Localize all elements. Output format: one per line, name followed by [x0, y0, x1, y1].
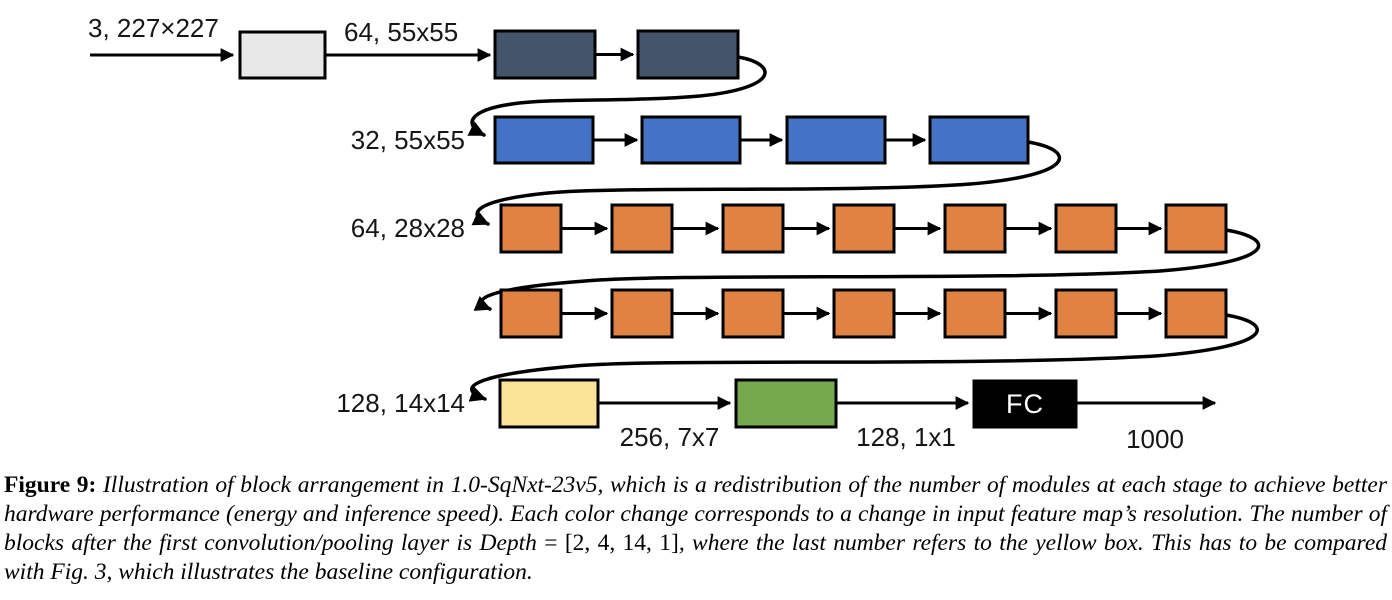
stage3-row1-block: [610, 203, 674, 254]
stage2-block: [640, 115, 742, 165]
figure-caption: Figure 9: Illustration of block arrangem…: [4, 471, 1387, 587]
stage1-block: [636, 29, 740, 80]
stage3-row2-block: [943, 288, 1007, 339]
input-size-label: 3, 227×227: [88, 13, 219, 43]
stage3-row2-block: [1164, 288, 1228, 339]
stage2-block: [928, 115, 1030, 165]
architecture-diagram: [90, 29, 1261, 429]
fc-block-label: FC: [1006, 388, 1044, 419]
stage4-yellow-block: [498, 378, 600, 429]
stage3-row2-block: [499, 288, 563, 339]
figure-number-label: Figure 9:: [4, 472, 97, 498]
output-size-label: 1000: [1126, 424, 1184, 454]
stage3-input-size-label: 64, 28x28: [350, 213, 465, 243]
stage3-row1-block: [1164, 203, 1228, 254]
stage3-row2-block: [1054, 288, 1118, 339]
stage3-row2-block: [610, 288, 674, 339]
stage2-block: [785, 115, 887, 165]
stage4-input-size-label: 128, 14x14: [336, 388, 465, 418]
stage2-input-size-label: 32, 55x55: [350, 125, 465, 155]
caption-text-before-math: Illustration of block arrangement in 1.0…: [4, 472, 1387, 556]
stage3-row1-block: [943, 203, 1007, 254]
stage3-row1-block: [499, 203, 563, 254]
after-yellow-size-label: 256, 7x7: [619, 422, 720, 452]
caption-math-value: = [2, 4, 14, 1]: [536, 530, 679, 556]
stage3-row2-block: [721, 288, 785, 339]
caption-math-variable: Depth: [479, 530, 537, 556]
after-conv1-size-label: 64, 55x55: [344, 17, 459, 47]
connector-stage3b-to-stage4: [468, 313, 1259, 402]
connector-stage1-to-stage2: [467, 55, 767, 137]
after-green-size-label: 128, 1x1: [856, 422, 956, 452]
fc-block: [972, 379, 1078, 429]
stage3-row1-block: [832, 203, 896, 254]
stage3-row1-block: [721, 203, 785, 254]
conv1-block: [238, 30, 327, 80]
stage5-green-block: [734, 378, 838, 429]
stage1-block: [493, 29, 597, 80]
stage3-row1-block: [1054, 203, 1118, 254]
caption-text-after-math: , where the last number refers to the ye…: [4, 530, 1387, 585]
connector-stage2-to-stage3: [471, 140, 1062, 226]
stage2-block: [493, 115, 595, 165]
stage3-row2-block: [832, 288, 896, 339]
